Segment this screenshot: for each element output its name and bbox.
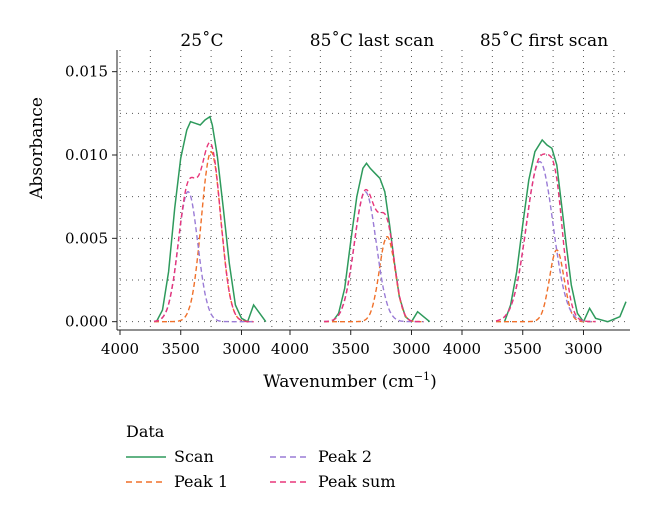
x-tick-label: 4000 <box>271 340 309 358</box>
x-tick-label: 3500 <box>504 340 542 358</box>
y-tick-label: 0.010 <box>65 146 108 164</box>
peak2-line <box>323 190 424 323</box>
y-tick-label: 0.005 <box>65 229 108 247</box>
panel-1: 25˚C 4000 3500 3000 <box>101 31 284 358</box>
y-tick-label: 0.015 <box>65 63 108 81</box>
legend-label-peak1: Peak 1 <box>174 472 228 491</box>
facet-title: 85˚C first scan <box>480 31 608 51</box>
x-tick-label: 3000 <box>564 340 602 358</box>
x-tick-label: 4000 <box>443 340 481 358</box>
panel-3: 85˚C first scan 4000 3500 3000 <box>443 31 627 358</box>
x-axis-title: Wavenumber (cm−1) <box>263 370 436 392</box>
y-tick-label: 0.000 <box>65 313 108 331</box>
x-tick-label: 3500 <box>162 340 200 358</box>
x-tick-label: 3000 <box>392 340 430 358</box>
legend-label-scan: Scan <box>174 447 214 466</box>
peak1-line <box>324 235 424 323</box>
scan-line <box>503 138 627 324</box>
legend-label-peaksum: Peak sum <box>318 472 396 491</box>
legend: Data Scan Peak 1 Peak 2 Peak sum <box>126 422 396 491</box>
peaksum-line <box>495 153 596 323</box>
x-tick-label: 3500 <box>332 340 370 358</box>
x-axis-title-close: ) <box>430 372 437 392</box>
peaksum-line <box>153 141 254 323</box>
facet-title: 25˚C <box>180 31 223 51</box>
x-tick-label: 4000 <box>101 340 139 358</box>
scan-line <box>155 115 267 323</box>
facet-title: 85˚C last scan <box>310 31 434 51</box>
y-axis-title: Absorbance <box>27 97 47 200</box>
panel-2: 85˚C last scan 4000 3500 3000 <box>271 31 454 358</box>
peaksum-line <box>323 188 424 323</box>
x-axis-title-main: Wavenumber (cm <box>263 372 414 392</box>
x-axis-title-sup: −1 <box>414 370 430 383</box>
x-tick-label: 3000 <box>222 340 260 358</box>
peak1-line <box>154 150 254 323</box>
peak1-line <box>496 249 596 323</box>
legend-title: Data <box>126 422 165 441</box>
legend-label-peak2: Peak 2 <box>318 447 372 466</box>
